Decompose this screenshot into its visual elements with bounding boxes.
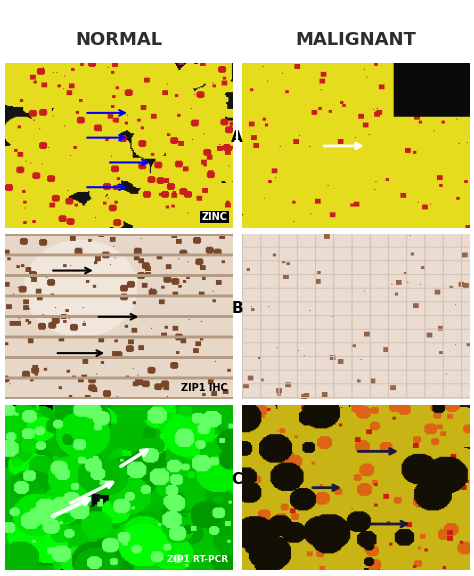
Text: ZINC: ZINC <box>202 212 228 222</box>
Text: B: B <box>231 301 243 316</box>
Text: NORMAL: NORMAL <box>75 31 162 50</box>
Text: ZIP1 IHC: ZIP1 IHC <box>181 383 228 393</box>
Text: A: A <box>231 130 243 145</box>
Text: MALIGNANT: MALIGNANT <box>295 31 416 50</box>
Text: C: C <box>231 472 243 487</box>
Text: ZIP1 RT-PCR: ZIP1 RT-PCR <box>166 555 228 564</box>
